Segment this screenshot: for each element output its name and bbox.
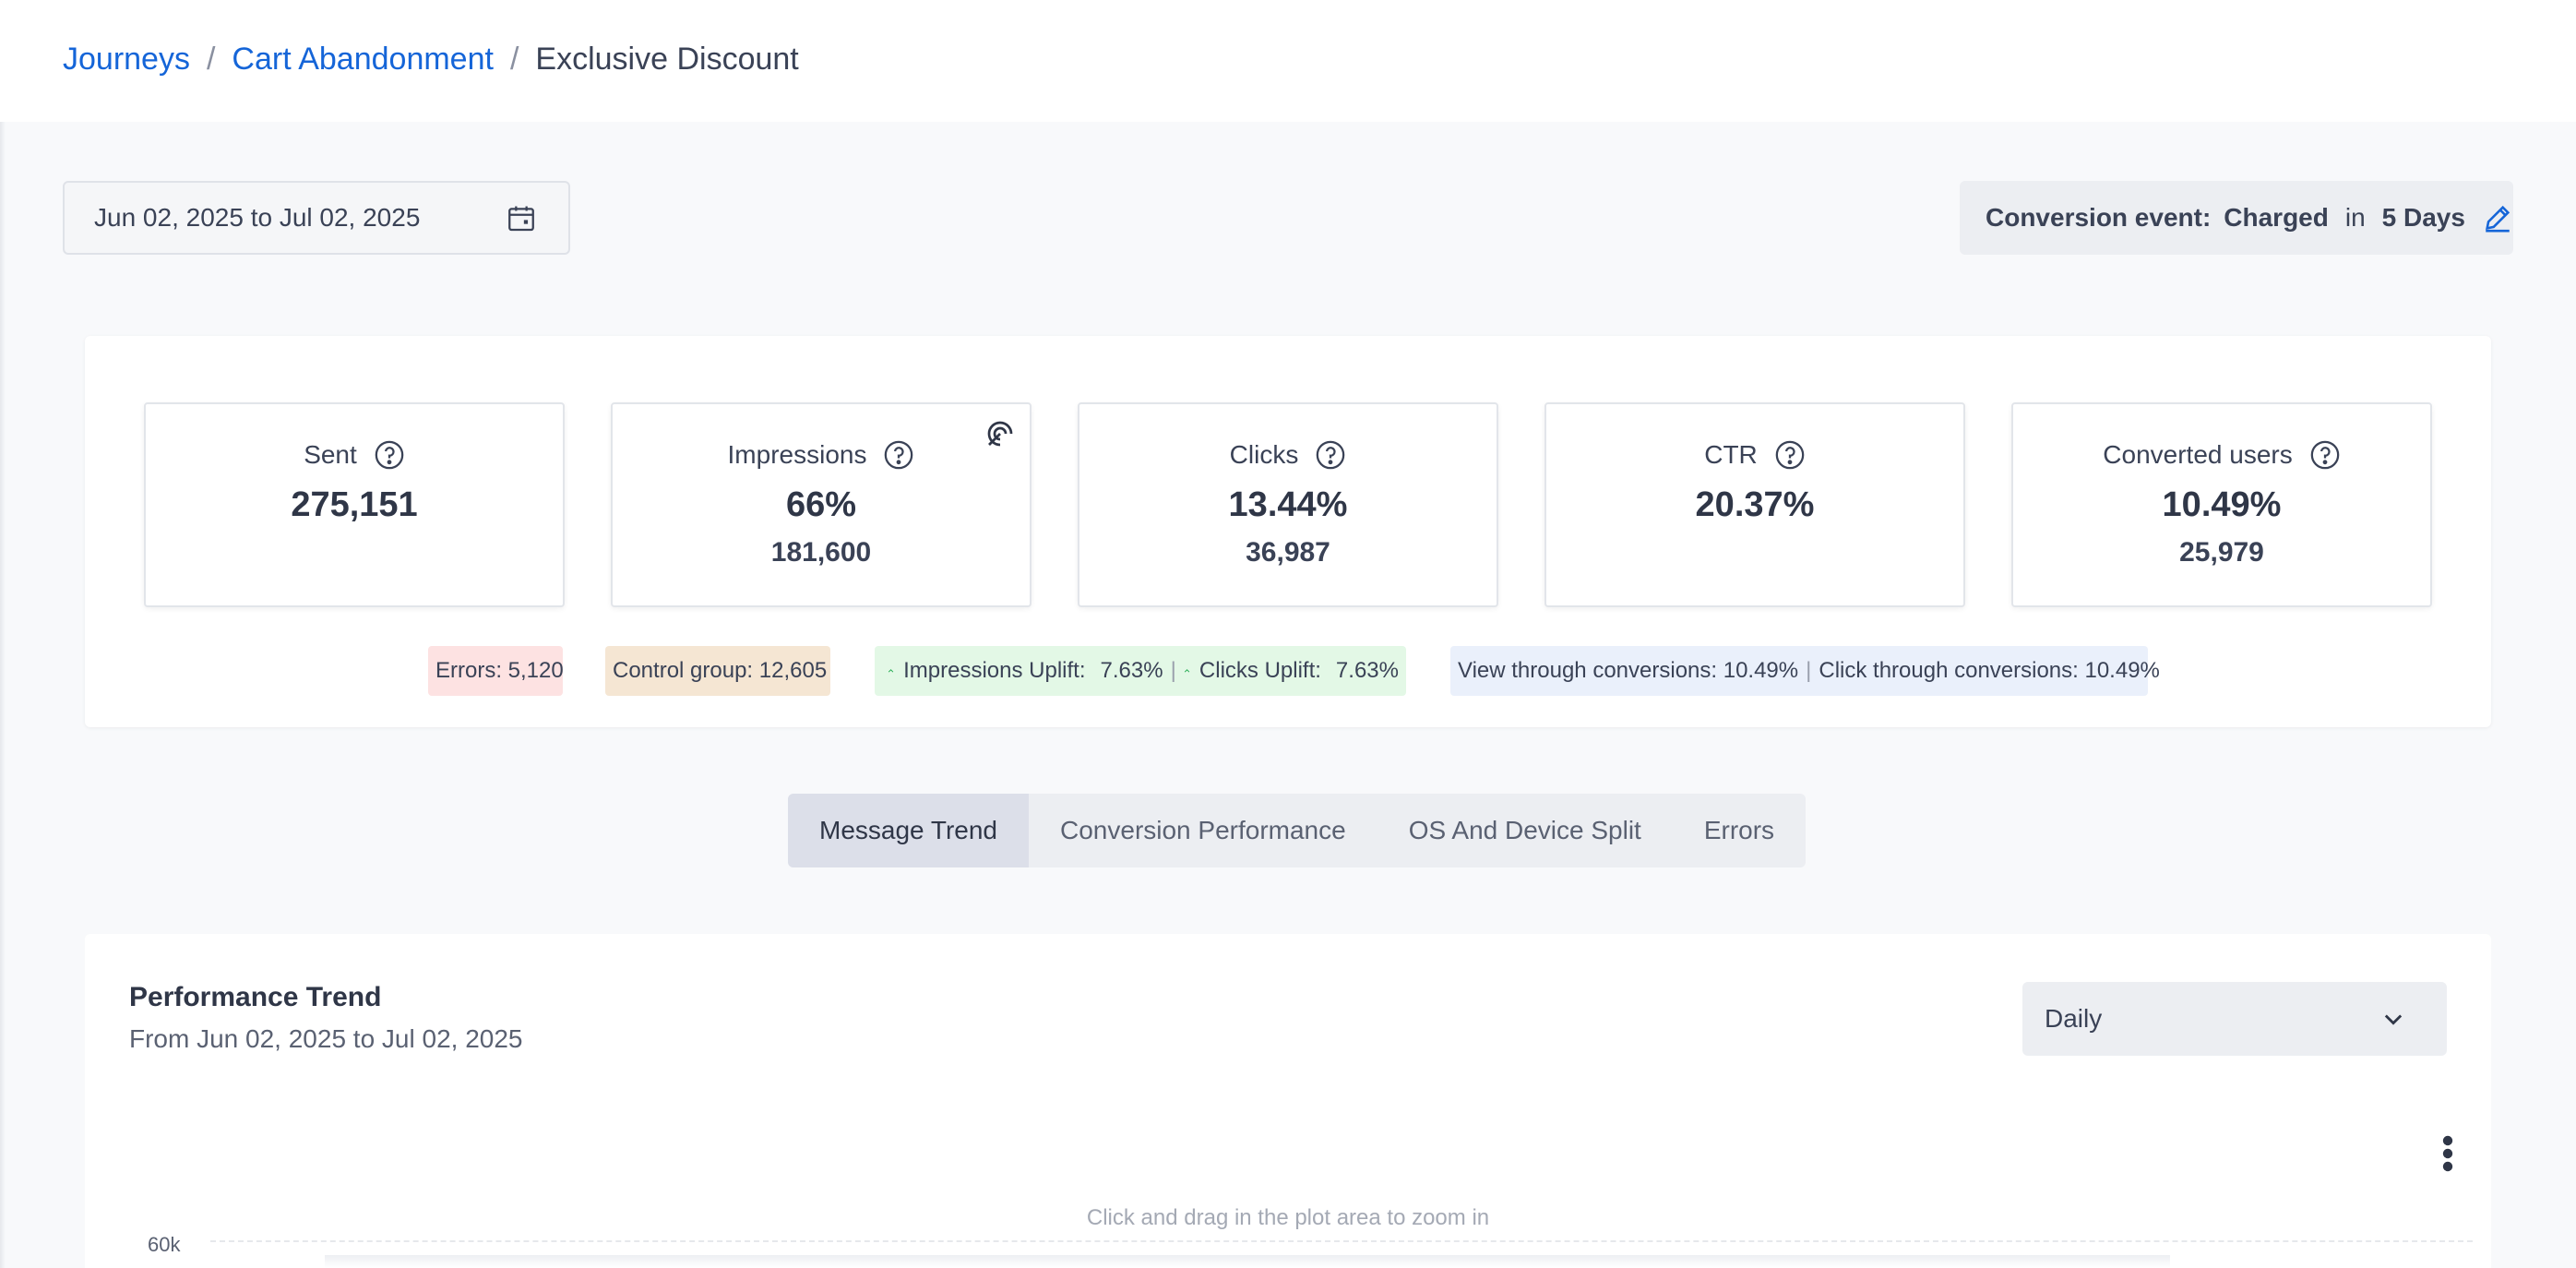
stat-title: Sent: [304, 440, 357, 469]
trend-subtitle: From Jun 02, 2025 to Jul 02, 2025: [129, 1024, 523, 1053]
conversion-event-label: Conversion event:: [1986, 203, 2212, 232]
stats-panel: Sent 275,151 Impressions 66% 181,600 Cli…: [85, 336, 2491, 727]
pencil-icon[interactable]: [2482, 202, 2513, 233]
stat-sub-value: 181,600: [770, 537, 872, 568]
help-icon[interactable]: [374, 439, 405, 471]
stat-title: Impressions: [727, 440, 867, 469]
stat-title-row: Converted users: [2013, 439, 2430, 471]
granularity-select[interactable]: Daily: [2022, 982, 2447, 1056]
help-icon[interactable]: [1774, 439, 1806, 471]
help-icon[interactable]: [1315, 439, 1346, 471]
stat-card-ctr: CTR 20.37%: [1544, 402, 1965, 607]
impressions-uplift-label: Impressions Uplift:: [903, 658, 1086, 683]
stat-value: 13.44%: [1228, 485, 1348, 524]
uplift-badge: Impressions Uplift: 7.63% | Clicks Uplif…: [875, 646, 1406, 696]
more-options-icon[interactable]: [2442, 1135, 2453, 1172]
stat-value: 275,151: [291, 485, 418, 524]
breadcrumb-current: Exclusive Discount: [535, 41, 799, 77]
stat-title: CTR: [1704, 440, 1758, 469]
chart-area-shadow: [325, 1255, 2170, 1268]
errors-badge[interactable]: Errors: 5,120: [428, 646, 564, 696]
calendar-icon[interactable]: [506, 203, 537, 234]
stat-card-converted-users: Converted users 10.49% 25,979: [2011, 402, 2432, 607]
chevron-up-icon: [1184, 669, 1190, 673]
stat-title-row: Impressions: [613, 439, 1030, 471]
breadcrumb: Journeys / Cart Abandonment / Exclusive …: [63, 39, 799, 79]
stat-card-clicks: Clicks 13.44% 36,987: [1078, 402, 1498, 607]
click-through-text: Click through conversions: 10.49%: [1819, 658, 2160, 683]
tab-message-trend[interactable]: Message Trend: [788, 794, 1029, 867]
conversion-event-name: Charged: [2224, 203, 2329, 232]
breadcrumb-separator: /: [206, 41, 216, 77]
breadcrumb-separator: /: [509, 41, 519, 77]
date-range-picker[interactable]: Jun 02, 2025 to Jul 02, 2025: [63, 181, 570, 255]
stat-title-row: Sent: [146, 439, 563, 471]
chevron-down-icon: [2384, 1014, 2403, 1025]
stat-value: 66%: [785, 485, 857, 524]
swirl-icon[interactable]: [984, 417, 1017, 450]
help-icon[interactable]: [2309, 439, 2341, 471]
divider: |: [1806, 658, 1812, 683]
breadcrumb-journeys[interactable]: Journeys: [63, 41, 190, 77]
clicks-uplift-value: 7.63%: [1335, 658, 1399, 683]
conversion-in-text: in: [2344, 203, 2366, 232]
divider: |: [1170, 658, 1176, 683]
chevron-up-icon: [888, 669, 894, 673]
performance-trend-panel: Performance Trend From Jun 02, 2025 to J…: [85, 934, 2491, 1268]
stat-sub-value: 36,987: [1246, 537, 1330, 568]
impressions-uplift-value: 7.63%: [1100, 658, 1163, 683]
help-icon[interactable]: [883, 439, 914, 471]
page-header: Journeys / Cart Abandonment / Exclusive …: [0, 0, 2576, 122]
stat-title: Clicks: [1229, 440, 1299, 469]
grid-line: [210, 1240, 2473, 1242]
conversions-breakdown-badge: View through conversions: 10.49% | Click…: [1450, 646, 2160, 696]
zoom-hint: Click and drag in the plot area to zoom …: [1086, 1205, 1490, 1230]
stat-sub-value: 25,979: [2179, 537, 2264, 568]
view-through-text: View through conversions: 10.49%: [1458, 658, 1799, 683]
y-axis-tick: 60k: [148, 1233, 181, 1256]
errors-text: Errors: 5,120: [435, 658, 564, 683]
stat-title-row: CTR: [1546, 439, 1963, 471]
tab-os-and-device-split[interactable]: OS And Device Split: [1408, 816, 1641, 844]
report-tabs: Message Trend Conversion Performance OS …: [788, 794, 1807, 867]
conversion-event-box: Conversion event: Charged in 5 Days: [1960, 181, 2513, 255]
stat-card-impressions: Impressions 66% 181,600: [611, 402, 1032, 607]
tab-errors[interactable]: Errors: [1703, 816, 1775, 844]
granularity-value: Daily: [2045, 1004, 2103, 1033]
date-range-value: Jun 02, 2025 to Jul 02, 2025: [94, 203, 421, 232]
left-edge-shadow: [0, 0, 6, 1268]
stat-title-row: Clicks: [1079, 439, 1497, 471]
breadcrumb-cart-abandonment[interactable]: Cart Abandonment: [232, 41, 494, 77]
control-group-badge: Control group: 12,605: [605, 646, 830, 696]
stat-value: 10.49%: [2162, 485, 2282, 524]
tab-conversion-performance[interactable]: Conversion Performance: [1060, 816, 1346, 844]
trend-title: Performance Trend: [129, 982, 382, 1012]
conversion-window: 5 Days: [2381, 203, 2465, 232]
stat-value: 20.37%: [1695, 485, 1815, 524]
control-group-text: Control group: 12,605: [613, 658, 828, 683]
stat-title: Converted users: [2103, 440, 2293, 469]
clicks-uplift-label: Clicks Uplift:: [1199, 658, 1321, 683]
stat-card-sent: Sent 275,151: [144, 402, 565, 607]
